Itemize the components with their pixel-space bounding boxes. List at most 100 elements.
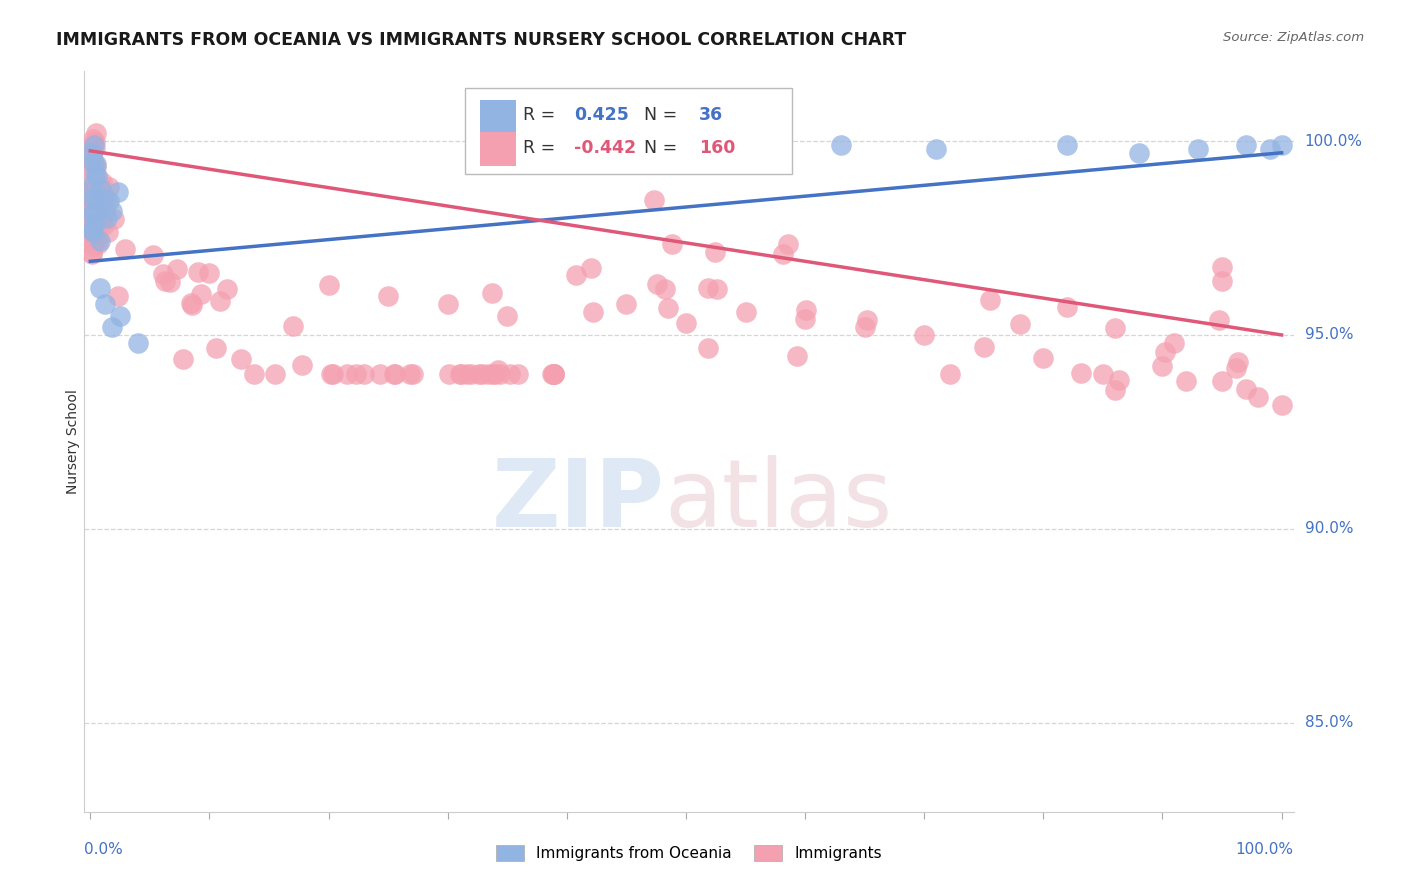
Point (505, 157, 527, 171)
Point (696, 281, 718, 295)
Text: 85.0%: 85.0% (1305, 715, 1353, 730)
Point (84, 189, 107, 203)
Point (83, 137, 105, 152)
Text: N =: N = (644, 138, 683, 157)
Point (437, 367, 460, 381)
Point (84, 135, 107, 149)
Point (368, 367, 391, 381)
Point (657, 301, 679, 316)
Point (80, 216, 103, 230)
Point (484, 367, 506, 381)
Text: 0.0%: 0.0% (84, 842, 124, 857)
Point (86, 189, 108, 203)
Point (181, 298, 204, 312)
Point (208, 294, 231, 309)
Text: IMMIGRANTS FROM OCEANIA VS IMMIGRANTS NURSERY SCHOOL CORRELATION CHART: IMMIGRANTS FROM OCEANIA VS IMMIGRANTS NU… (56, 31, 907, 49)
Point (499, 367, 522, 381)
Point (488, 367, 510, 381)
Point (82, 226, 104, 240)
Point (80, 193, 103, 207)
Point (100, 320, 122, 334)
Point (114, 242, 136, 256)
Point (1152, 359, 1174, 373)
Point (477, 367, 499, 381)
Point (1175, 375, 1198, 389)
Point (496, 309, 519, 323)
Point (1208, 313, 1230, 327)
Text: 95.0%: 95.0% (1305, 327, 1353, 343)
Text: Source: ZipAtlas.com: Source: ZipAtlas.com (1223, 31, 1364, 45)
Point (399, 367, 422, 381)
Point (794, 312, 817, 326)
Point (80, 203, 103, 218)
Legend: Immigrants from Oceania, Immigrants: Immigrants from Oceania, Immigrants (491, 838, 887, 867)
Point (486, 362, 509, 376)
Point (382, 367, 405, 381)
Point (384, 367, 406, 381)
Point (93, 218, 115, 232)
Point (80, 226, 103, 240)
Text: 100.0%: 100.0% (1305, 134, 1362, 149)
Point (83, 236, 105, 251)
Point (90, 210, 112, 224)
Point (582, 305, 605, 319)
Point (90, 182, 112, 196)
Point (215, 282, 238, 296)
Point (699, 142, 721, 156)
Point (100, 204, 122, 219)
FancyBboxPatch shape (479, 132, 516, 166)
Point (508, 367, 530, 381)
Point (172, 352, 194, 367)
Point (83, 216, 105, 230)
Point (830, 138, 852, 153)
Point (153, 274, 176, 288)
Point (543, 367, 565, 381)
Text: ZIP: ZIP (492, 455, 665, 547)
Point (565, 268, 588, 282)
Point (1091, 367, 1114, 381)
Point (1226, 355, 1249, 369)
Point (450, 367, 472, 381)
Point (82, 132, 104, 146)
Point (912, 327, 935, 342)
Point (645, 277, 668, 292)
Point (84, 186, 107, 201)
Point (291, 359, 314, 373)
Point (82, 183, 104, 197)
Point (794, 302, 817, 317)
Point (344, 367, 367, 381)
Text: 160: 160 (699, 138, 735, 157)
Point (86, 237, 108, 252)
Point (541, 367, 564, 381)
Point (734, 304, 756, 318)
Point (80, 245, 103, 260)
Point (281, 318, 304, 333)
Point (80, 146, 103, 161)
Point (187, 265, 209, 279)
Point (80, 191, 103, 205)
Point (543, 367, 565, 381)
Point (1008, 317, 1031, 331)
Point (264, 367, 287, 381)
Point (772, 247, 794, 261)
Point (83, 192, 105, 206)
Point (83, 200, 105, 214)
Point (1211, 375, 1233, 389)
Point (436, 297, 458, 311)
Point (80, 175, 103, 189)
Point (80, 199, 103, 213)
Point (82, 225, 104, 239)
Point (1234, 382, 1257, 396)
Point (80, 146, 103, 161)
Point (1271, 138, 1294, 153)
Text: 0.425: 0.425 (574, 106, 628, 124)
Point (939, 367, 962, 381)
FancyBboxPatch shape (465, 88, 792, 174)
Point (89, 178, 111, 192)
Point (190, 287, 212, 301)
Point (82, 155, 104, 169)
Y-axis label: Nursery School: Nursery School (66, 389, 80, 494)
Text: atlas: atlas (665, 455, 893, 547)
Point (82, 239, 104, 253)
Point (1104, 383, 1126, 397)
